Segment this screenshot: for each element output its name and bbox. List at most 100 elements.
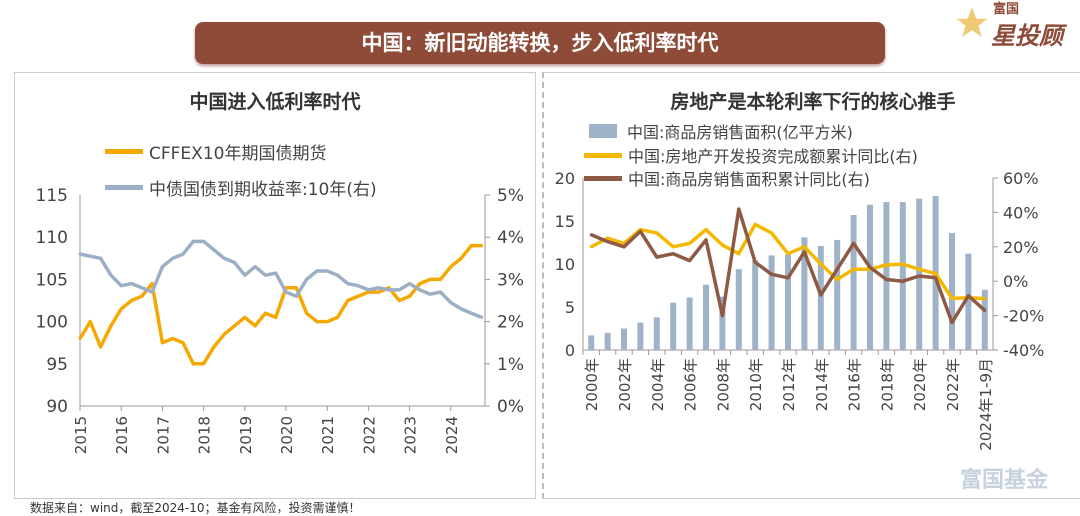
data-point [191, 239, 195, 243]
y-left-tick-label: 105 [36, 270, 68, 290]
x-tick-label: 2000年 [583, 358, 601, 411]
data-point [606, 240, 610, 244]
data-point [119, 307, 123, 311]
y-right-tick-label: 40% [1003, 203, 1039, 222]
data-point [243, 315, 247, 319]
legend-label: 中国:商品房销售面积(亿平方米) [627, 123, 853, 142]
data-point [449, 265, 453, 269]
x-tick-label: 2023 [402, 416, 420, 454]
legend-item-futures: CFFEX10年期国债期货 [105, 139, 326, 164]
data-point [480, 244, 484, 248]
x-tick-label: 2022年 [944, 358, 962, 411]
legend-swatch [584, 152, 622, 158]
data-point [346, 282, 350, 286]
data-point [377, 290, 381, 294]
data-point [356, 294, 360, 298]
bar-sales-area [703, 284, 709, 350]
bar-sales-area [883, 202, 890, 350]
legend-item-sales-yoy: 中国:商品房销售面积累计同比(右) [584, 166, 870, 190]
data-point [786, 252, 790, 256]
y-right-tick-label: 60% [1003, 169, 1039, 188]
y-left-tick-label: 110 [36, 228, 68, 248]
x-tick-label: 2010年 [747, 358, 765, 411]
data-point [78, 336, 82, 340]
x-tick-label: 2008年 [714, 358, 732, 411]
legend-label: 中国:房地产开发投资完成额累计同比(右) [628, 147, 918, 166]
x-tick-label: 2016年 [846, 358, 864, 411]
right-chart-panel: 房地产是本轮利率下行的核心推手 中国:商品房销售面积(亿平方米) 中国:房地产开… [542, 72, 1080, 499]
x-tick-label: 2004年 [649, 358, 667, 411]
bar-sales-area [834, 239, 841, 350]
watermark: 富国基金 [960, 468, 1049, 493]
data-point [294, 294, 298, 298]
data-point [884, 263, 888, 267]
data-point [78, 252, 82, 256]
data-point [181, 252, 185, 256]
data-point [387, 288, 391, 292]
data-point [243, 273, 247, 277]
data-point [852, 267, 856, 271]
bar-sales-area [850, 214, 857, 350]
data-point [212, 345, 216, 349]
data-point [140, 294, 144, 298]
data-point [130, 282, 134, 286]
x-tick-label: 2012年 [780, 358, 798, 411]
y-right-tick-label: 2% [497, 313, 524, 333]
bar-sales-area [785, 254, 791, 350]
x-tick-label: 2017 [154, 416, 172, 454]
y-right-tick-label: 20% [1003, 238, 1039, 257]
data-point [397, 299, 401, 302]
data-point [253, 265, 257, 269]
left-chart-panel: 中国进入低利率时代 CFFEX10年期国债期货 中债国债到期收益率:10年(右) [14, 72, 536, 499]
x-tick-label: 2020 [278, 416, 296, 454]
data-point [294, 286, 298, 290]
data-point [233, 261, 237, 265]
data-point [770, 272, 774, 276]
data-point [305, 311, 309, 315]
bar-sales-area [981, 289, 988, 350]
data-point [315, 320, 319, 324]
data-point [983, 308, 987, 312]
bar-sales-area [719, 296, 726, 350]
data-point [140, 286, 144, 290]
data-point [202, 239, 206, 243]
data-point [222, 256, 226, 260]
data-point [638, 229, 642, 233]
data-point [274, 271, 278, 275]
x-tick-label: 2024 [443, 416, 461, 454]
data-point [274, 315, 278, 319]
y-right-tick-label: 0% [497, 397, 524, 417]
data-point [720, 243, 724, 247]
y-right-tick-label: 4% [497, 228, 524, 248]
data-point [315, 269, 319, 273]
y-left-tick-label: 5 [565, 298, 575, 317]
data-point [160, 341, 164, 345]
data-point [366, 288, 370, 292]
data-point [720, 314, 724, 318]
data-point [469, 311, 473, 315]
star-icon [956, 7, 988, 38]
data-point [408, 294, 412, 298]
data-point [336, 273, 340, 277]
bar-sales-area [768, 255, 775, 350]
bar-sales-area [653, 317, 660, 350]
data-point [737, 252, 741, 256]
data-point [222, 332, 226, 336]
data-point [150, 290, 154, 294]
bar-sales-area [686, 297, 693, 350]
x-tick-label: 2006年 [682, 358, 700, 411]
data-point [181, 341, 185, 345]
data-point [655, 255, 659, 259]
y-left-tick-label: 100 [36, 313, 68, 333]
x-tick-label: 2019 [237, 416, 255, 454]
legend-swatch [105, 185, 143, 190]
data-point [88, 320, 92, 324]
bar-sales-area [867, 204, 873, 350]
data-point [150, 282, 154, 286]
data-point [377, 286, 381, 290]
y-right-tick-label: -20% [1003, 307, 1044, 326]
x-tick-label: 2020年 [911, 358, 929, 411]
data-point [589, 245, 593, 249]
data-point [688, 241, 692, 245]
right-chart-title: 房地产是本轮利率下行的核心推手 [670, 91, 956, 113]
